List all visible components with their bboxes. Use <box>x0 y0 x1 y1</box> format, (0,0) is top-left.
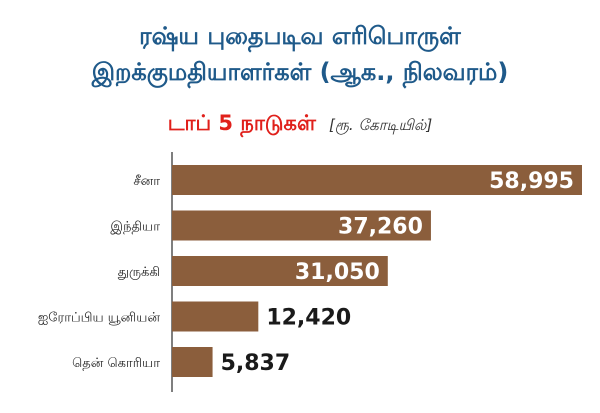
value-label: 5,837 <box>221 351 291 376</box>
chart-subtitle: டாப் 5 நாடுகள் <box>167 111 316 135</box>
category-label: இந்தியா <box>110 220 160 235</box>
value-label: 31,050 <box>295 260 380 285</box>
bar <box>172 301 259 332</box>
chart-title-line1: ரஷ்ய புதைபடிவ எரிபொருள் <box>139 22 461 50</box>
subtitle-row: டாப் 5 நாடுகள் [ரூ. கோடியில்] <box>0 111 600 138</box>
bar <box>172 256 388 286</box>
bar <box>172 210 431 241</box>
bar <box>172 165 582 195</box>
value-label: 58,995 <box>489 169 574 194</box>
value-label: 12,420 <box>266 306 351 331</box>
category-label: சீனா <box>133 174 160 189</box>
category-label: ஐரோப்பிய யூனியன் <box>38 311 161 326</box>
bar <box>172 347 213 377</box>
category-label: தென் கொரியா <box>72 356 160 371</box>
chart-title-line2: இறக்குமதியாளர்கள் (ஆக., நிலவரம்) <box>91 58 509 86</box>
chart-unit: [ரூ. கோடியில்] <box>329 116 433 134</box>
category-label: துருக்கி <box>118 265 160 280</box>
value-label: 37,260 <box>338 215 423 240</box>
